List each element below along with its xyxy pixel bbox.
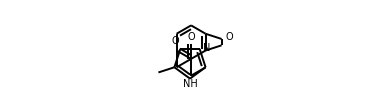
Text: O: O [187, 32, 195, 42]
Text: O: O [172, 36, 179, 46]
Text: NH: NH [183, 79, 198, 89]
Text: O: O [225, 32, 233, 42]
Text: N: N [203, 43, 211, 53]
